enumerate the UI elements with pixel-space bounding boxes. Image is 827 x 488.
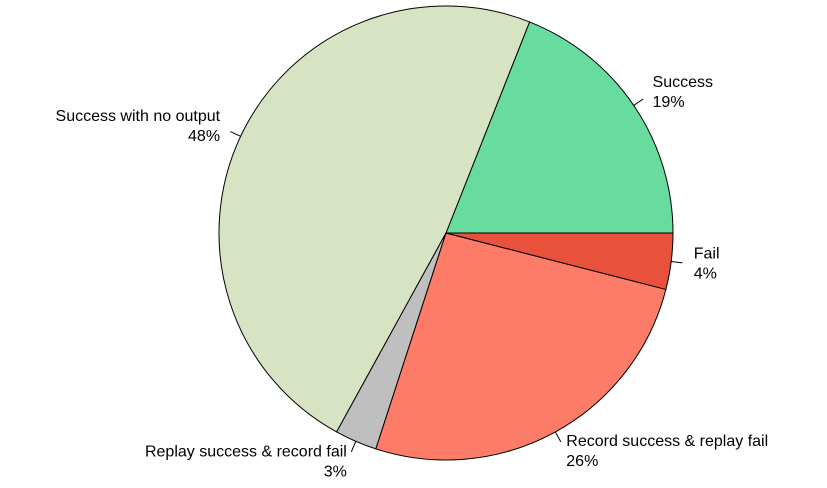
slice-label: Success with no output (56, 108, 221, 125)
slice-value-label: 3% (324, 463, 347, 480)
slice-value-label: 26% (566, 453, 598, 470)
pie-slice (218, 5, 531, 433)
leader-line (671, 260, 683, 264)
slice-label: Success (653, 74, 713, 91)
leader-line (633, 98, 644, 106)
leader-line (554, 431, 562, 443)
slice-value-label: 19% (653, 94, 685, 111)
leader-line (350, 441, 357, 452)
slice-value-label: 48% (188, 128, 220, 145)
pie-slice (445, 232, 674, 291)
pie-slice (445, 21, 674, 234)
slice-label: Replay success & record fail (145, 443, 347, 460)
pie-slice (375, 232, 667, 461)
slice-label: Fail (694, 246, 720, 263)
slice-value-label: 4% (694, 266, 717, 283)
leader-line (230, 131, 241, 137)
slice-label: Record success & replay fail (566, 433, 768, 450)
